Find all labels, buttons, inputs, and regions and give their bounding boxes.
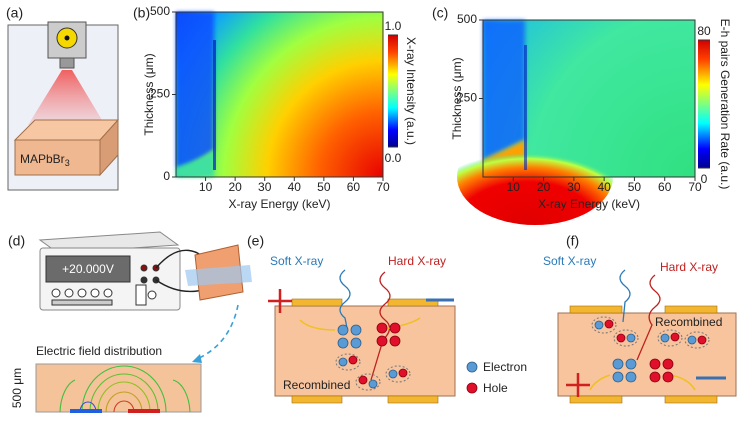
callout-arrow <box>194 304 239 361</box>
soft-xray-label: Soft X-ray <box>543 254 596 268</box>
xray-beam <box>28 70 105 125</box>
panel-label: (e) <box>247 233 264 249</box>
meter-display <box>45 255 131 283</box>
x-tick-label: 20 <box>228 180 242 194</box>
slab <box>557 312 737 397</box>
hard-xray-label: Hard X-ray <box>660 260 718 274</box>
sample-side <box>99 118 119 177</box>
radiation-icon <box>64 35 70 41</box>
x-tick-label: 60 <box>658 180 672 194</box>
field-title: Electric field distribution <box>36 344 162 358</box>
arrow-head <box>192 354 202 363</box>
y-tick-label: 500 <box>457 12 477 26</box>
nozzle <box>59 57 75 69</box>
drift-arrow <box>589 374 611 391</box>
x-tick-label: 60 <box>347 180 361 194</box>
x-tick-label: 30 <box>567 180 581 194</box>
formula-subscript: 3 <box>65 158 70 168</box>
x-tick-label: 10 <box>199 180 213 194</box>
k-edge <box>524 45 527 170</box>
panel-label: (b) <box>133 5 150 21</box>
y-tick-label: 250 <box>150 87 170 101</box>
colorbar <box>698 40 710 168</box>
heatmap <box>176 12 383 177</box>
x-tick-label: 70 <box>376 180 390 194</box>
soft-xray <box>339 269 351 329</box>
colorbar-tick-label: 1.0 <box>385 19 402 33</box>
drift-arrow <box>299 319 336 331</box>
sample-label: MAPbBr3 <box>20 152 70 168</box>
x-axis-label: X-ray Energy (keV) <box>228 197 330 211</box>
heatmap <box>457 20 695 225</box>
x-tick-label: 50 <box>317 180 331 194</box>
x-tick-label: 70 <box>688 180 702 194</box>
colorbar <box>388 35 398 147</box>
formula-base: MAPbBr <box>20 152 65 166</box>
recombined-label: Recombined <box>655 315 722 329</box>
colorbar-tick-label: 0.0 <box>385 151 402 165</box>
panel-label: (a) <box>6 5 23 21</box>
scale-label: 500 μm <box>10 368 24 408</box>
colorbar-tick-label: 80 <box>697 24 711 38</box>
heatmap-region <box>176 12 214 168</box>
colorbar-label: X-ray Intensity (a.u.) <box>404 37 418 145</box>
colorbar-tick-label: 0 <box>701 172 708 186</box>
colorbar-label: E-h pairs Generation Rate (a.u.) <box>718 19 732 190</box>
plus-sign <box>566 373 590 397</box>
y-tick-label: 250 <box>457 91 477 105</box>
electrode <box>70 409 102 413</box>
x-tick-label: 20 <box>537 180 551 194</box>
legend-swatch <box>466 361 478 373</box>
hard-xray <box>636 274 661 361</box>
soft-xray-label: Soft X-ray <box>270 254 323 268</box>
x-tick-label: 10 <box>507 180 521 194</box>
device-plane <box>185 265 252 286</box>
heatmap-region <box>176 150 214 177</box>
hard-xray-label: Hard X-ray <box>388 254 446 268</box>
plus-sign <box>268 289 292 313</box>
electrode <box>387 298 439 307</box>
display-readout: +20.000V <box>62 262 114 276</box>
y-axis-label: Thickness (μm) <box>450 57 464 139</box>
electrode <box>664 305 718 314</box>
electrode <box>291 298 343 307</box>
x-tick-label: 30 <box>258 180 272 194</box>
meter-buttons <box>51 264 160 306</box>
panel-label: (f) <box>566 233 579 249</box>
hard-xray <box>370 271 391 381</box>
carriers <box>591 316 710 383</box>
heatmap-region <box>483 20 525 160</box>
electrode <box>569 305 623 314</box>
electrode <box>569 395 623 404</box>
x-tick-label: 40 <box>597 180 611 194</box>
electrode <box>387 395 439 404</box>
electrode <box>128 409 160 413</box>
x-tick-label: 50 <box>628 180 642 194</box>
recombined-label: Recombined <box>283 378 350 392</box>
field-box <box>35 363 202 413</box>
y-axis-label: Thickness (μm) <box>142 53 156 135</box>
y-tick-label: 0 <box>163 169 170 183</box>
legend-label: Hole <box>483 381 508 395</box>
y-tick-label: 500 <box>150 4 170 18</box>
soft-xray <box>619 269 631 323</box>
k-edge <box>213 40 216 170</box>
x-axis-label: X-ray Energy (keV) <box>538 197 640 211</box>
electrode <box>664 395 718 404</box>
legend-swatch <box>466 382 478 394</box>
panel-label: (c) <box>432 5 448 21</box>
electrode <box>291 395 343 404</box>
panel-label: (d) <box>8 233 25 249</box>
x-tick-label: 40 <box>288 180 302 194</box>
field-lines <box>59 365 191 413</box>
legend-label: Electron <box>483 360 527 374</box>
carriers <box>335 322 411 391</box>
